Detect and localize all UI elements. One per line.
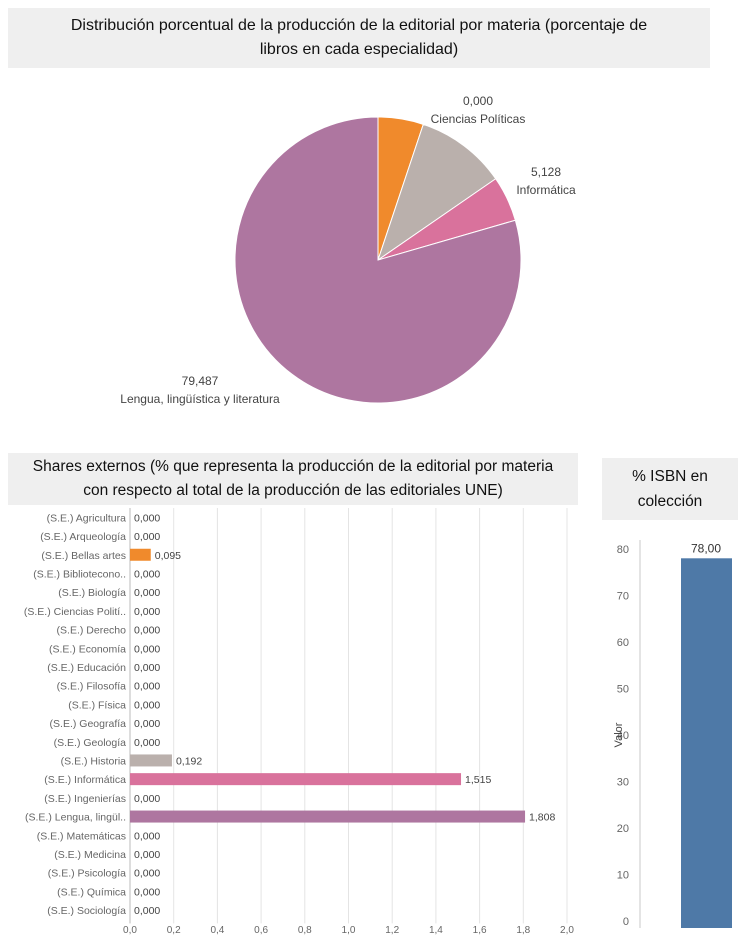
bar-category-label-21: (S.E.) Sociología: [47, 905, 126, 917]
bar-title-line-2: con respecto al total de la producción d…: [83, 482, 503, 499]
isbn-title-line-2: colección: [637, 493, 703, 510]
bar-category-label-12: (S.E.) Geología: [54, 737, 127, 749]
bar-x-tick-4: 0,8: [298, 925, 312, 936]
bar-x-tick-9: 1,8: [516, 925, 530, 936]
isbn-y-tick-3: 30: [617, 777, 629, 789]
bar-category-label-2: (S.E.) Bellas artes: [41, 550, 126, 562]
isbn-y-axis-label: Valor: [613, 722, 625, 747]
pie-value-label-2: 0,000: [463, 94, 493, 108]
pie-name-label-2: Ciencias Políticas: [431, 112, 526, 126]
bar-category-label-5: (S.E.) Ciencias Polití..: [24, 606, 126, 618]
isbn-y-tick-1: 10: [617, 870, 629, 882]
bar-value-label-5: 0,000: [134, 606, 160, 618]
bar-category-label-7: (S.E.) Economía: [49, 643, 126, 655]
bar-category-label-8: (S.E.) Educación: [47, 662, 126, 674]
bar-x-tick-6: 1,2: [385, 925, 399, 936]
pie-name-label-3: Informática: [516, 183, 576, 197]
isbn-bar: [681, 558, 732, 928]
bar-category-label-6: (S.E.) Derecho: [57, 625, 127, 637]
isbn-y-tick-6: 60: [617, 637, 629, 649]
bar-value-label-10: 0,000: [134, 699, 160, 711]
bar-value-label-1: 0,000: [134, 531, 160, 543]
bar-value-label-15: 0,000: [134, 793, 160, 805]
pie-title-line-2: libros en cada especialidad): [259, 41, 459, 58]
bar-value-label-19: 0,000: [134, 868, 160, 880]
pie-value-label-4: 79,487: [182, 374, 219, 388]
isbn-y-tick-8: 80: [617, 544, 629, 556]
isbn-chart-title: % ISBN en colección: [602, 458, 738, 520]
bar-x-tick-5: 1,0: [342, 925, 356, 936]
bar-16: [130, 810, 526, 823]
bar-value-label-21: 0,000: [134, 905, 160, 917]
bar-value-label-11: 0,000: [134, 718, 160, 730]
bar-category-label-15: (S.E.) Ingenierías: [44, 793, 126, 805]
bar-x-tick-10: 2,0: [560, 925, 574, 936]
bar-x-tick-7: 1,4: [429, 925, 443, 936]
bar-value-label-3: 0,000: [134, 568, 160, 580]
pie-chart-title: Distribución porcentual de la producción…: [8, 8, 710, 68]
bar-category-label-16: (S.E.) Lengua, lingül..: [25, 812, 126, 824]
isbn-y-tick-5: 50: [617, 684, 629, 696]
bar-category-label-1: (S.E.) Arqueología: [40, 531, 126, 543]
bar-category-label-0: (S.E.) Agricultura: [47, 512, 127, 524]
bar-value-label-18: 0,000: [134, 849, 160, 861]
pie-name-label-4: Lengua, lingüística y literatura: [120, 392, 280, 406]
bar-value-label-9: 0,000: [134, 681, 160, 693]
bar-category-label-20: (S.E.) Química: [57, 886, 126, 898]
bar-category-label-4: (S.E.) Biología: [58, 587, 126, 599]
bar-2: [130, 548, 151, 561]
bar-category-label-9: (S.E.) Filosofía: [57, 681, 127, 693]
bar-category-label-18: (S.E.) Medicina: [54, 849, 126, 861]
isbn-y-tick-4: 40: [617, 730, 629, 742]
bar-x-tick-3: 0,6: [254, 925, 268, 936]
bar-value-label-6: 0,000: [134, 625, 160, 637]
bar-x-tick-8: 1,6: [473, 925, 487, 936]
bar-value-label-2: 0,095: [155, 550, 181, 562]
isbn-y-tick-2: 20: [617, 823, 629, 835]
bar-x-tick-2: 0,4: [210, 925, 224, 936]
bar-13: [130, 754, 172, 767]
bar-value-label-12: 0,000: [134, 737, 160, 749]
isbn-y-tick-7: 70: [617, 591, 629, 603]
bar-value-label-7: 0,000: [134, 643, 160, 655]
bar-category-label-10: (S.E.) Física: [68, 699, 126, 711]
bar-value-label-17: 0,000: [134, 830, 160, 842]
pie-slice-4: [234, 116, 522, 404]
bar-value-label-13: 0,192: [176, 755, 202, 767]
bar-value-label-16: 1,808: [529, 812, 555, 824]
bar-value-label-0: 0,000: [134, 512, 160, 524]
pie-value-label-3: 5,128: [531, 165, 561, 179]
bar-value-label-8: 0,000: [134, 662, 160, 674]
isbn-title-line-1: % ISBN en: [632, 468, 708, 485]
bar-14: [130, 773, 462, 786]
bar-category-label-11: (S.E.) Geografía: [50, 718, 127, 730]
pie-title-line-1: Distribución porcentual de la producción…: [70, 17, 648, 34]
bar-category-label-3: (S.E.) Biblioteconо..: [33, 568, 126, 580]
bar-category-label-14: (S.E.) Informática: [44, 774, 126, 786]
bar-value-label-20: 0,000: [134, 886, 160, 898]
bar-x-tick-0: 0,0: [123, 925, 137, 936]
bar-category-label-19: (S.E.) Psicología: [48, 868, 126, 880]
bar-x-tick-1: 0,2: [167, 925, 181, 936]
bar-chart-title: Shares externos (% que representa la pro…: [8, 453, 578, 505]
isbn-bar-value-label: 78,00: [691, 541, 721, 555]
bar-value-label-4: 0,000: [134, 587, 160, 599]
bar-value-label-14: 1,515: [465, 774, 491, 786]
bar-category-label-17: (S.E.) Matemáticas: [37, 830, 126, 842]
bar-title-line-1: Shares externos (% que representa la pro…: [32, 458, 554, 475]
bar-category-label-13: (S.E.) Historia: [61, 755, 127, 767]
pie-slice-1: [377, 123, 497, 262]
isbn-y-tick-0: 0: [623, 916, 629, 928]
